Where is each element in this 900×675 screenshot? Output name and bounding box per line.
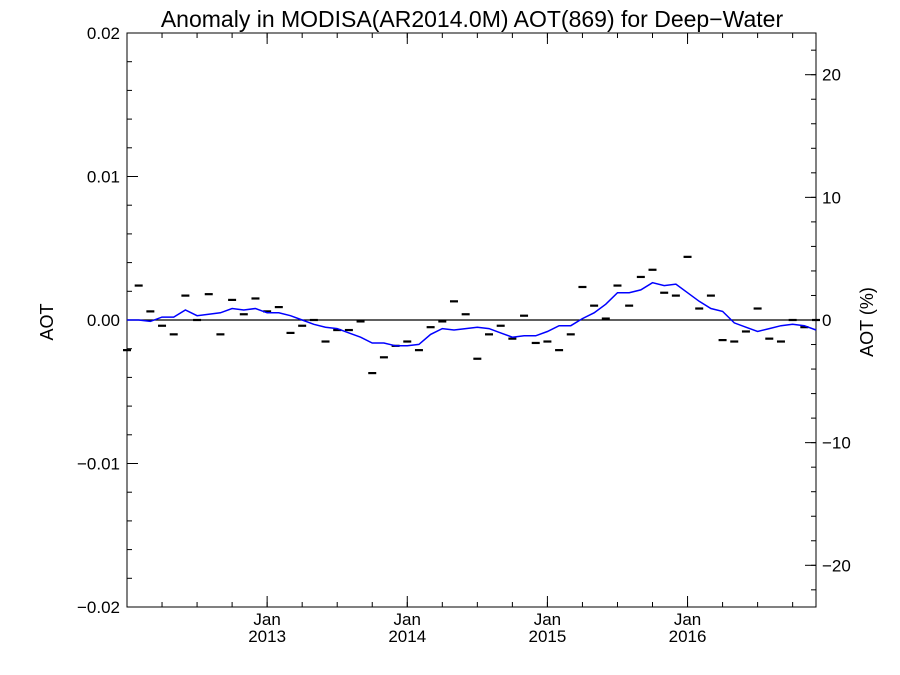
y-tick-label-right: 0 [822, 311, 831, 330]
y-tick-label-right: −10 [822, 434, 851, 453]
x-tick-label-month: Jan [394, 610, 421, 629]
y-axis-label-left: AOT [37, 303, 57, 340]
y-tick-label-right: 10 [822, 188, 841, 207]
chart-title: Anomaly in MODISA(AR2014.0M) AOT(869) fo… [161, 6, 784, 32]
y-tick-label-left: 0.01 [87, 168, 120, 187]
y-tick-label-left: −0.02 [77, 598, 120, 617]
x-tick-label-year: 2015 [528, 627, 566, 646]
x-tick-label-year: 2013 [248, 627, 286, 646]
data-series [123, 255, 820, 375]
tick-labels: 0.020.010.00−0.01−0.0220100−10−20Jan2013… [77, 24, 851, 646]
x-tick-label-month: Jan [674, 610, 701, 629]
x-tick-label-month: Jan [253, 610, 280, 629]
x-tick-label-year: 2014 [388, 627, 426, 646]
y-tick-label-left: 0.00 [87, 311, 120, 330]
y-tick-label-right: −20 [822, 556, 851, 575]
running-mean-line [127, 281, 817, 347]
x-tick-label-month: Jan [534, 610, 561, 629]
y-tick-label-right: 20 [822, 66, 841, 85]
y-tick-label-left: 0.02 [87, 24, 120, 43]
x-tick-label-year: 2016 [669, 627, 707, 646]
y-axis-label-right: AOT (%) [857, 287, 877, 357]
y-tick-label-left: −0.01 [77, 455, 120, 474]
